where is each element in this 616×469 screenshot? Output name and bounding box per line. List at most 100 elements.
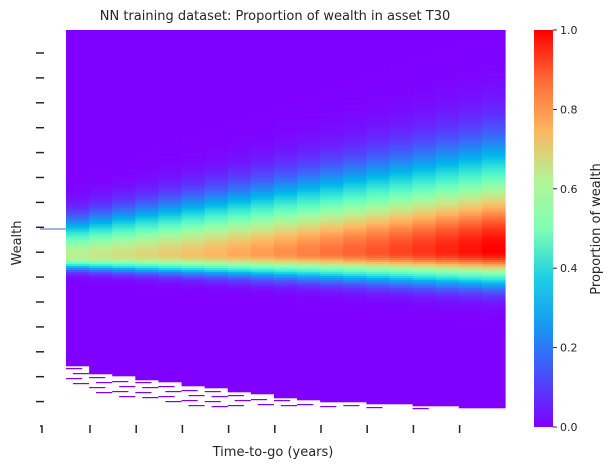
heatmap-cell (135, 60, 159, 62)
heatmap-cell (482, 404, 506, 406)
heatmap-cell (228, 232, 252, 234)
heatmap-cell (413, 152, 437, 154)
heatmap-cell (205, 254, 229, 256)
heatmap-cell (89, 192, 113, 194)
heatmap-cell (205, 354, 229, 356)
heatmap-cell (482, 310, 506, 312)
heatmap-cell (320, 174, 344, 176)
heatmap-cell (205, 282, 229, 284)
heatmap-cell (89, 174, 113, 176)
heatmap-cell (205, 208, 229, 210)
heatmap-cell (297, 46, 321, 48)
heatmap-cell (482, 362, 506, 364)
heatmap-cell (343, 306, 367, 308)
heatmap-cell (320, 248, 344, 250)
heatmap-cell (205, 206, 229, 208)
heatmap-cell (436, 104, 460, 106)
heatmap-cell (320, 184, 344, 186)
heatmap-cell (459, 282, 483, 284)
heatmap-cell (459, 382, 483, 384)
heatmap-cell (459, 198, 483, 200)
heatmap-cell (66, 92, 90, 94)
heatmap-cell (66, 246, 90, 248)
heatmap-cell (366, 348, 390, 350)
heatmap-cell (274, 140, 298, 142)
heatmap-cell (89, 270, 113, 272)
heatmap-cell (66, 314, 90, 316)
heatmap-cell (413, 64, 437, 66)
heatmap-cell (112, 370, 136, 372)
heatmap-cell (158, 240, 182, 242)
heatmap-cell (228, 278, 252, 280)
heatmap-cell (251, 166, 275, 168)
heatmap-cell (366, 368, 390, 370)
heatmap-cell (89, 42, 113, 44)
heatmap-cell (389, 282, 413, 284)
heatmap-cell (482, 296, 506, 298)
heatmap-cell (135, 32, 159, 34)
heatmap-cell (182, 246, 206, 248)
heatmap-cell (89, 198, 113, 200)
heatmap-cell (89, 228, 113, 230)
heatmap-cell (205, 216, 229, 218)
heatmap-cell (112, 184, 136, 186)
heatmap-cell (413, 92, 437, 94)
heatmap-cell (389, 118, 413, 120)
heatmap-cell (482, 390, 506, 392)
heatmap-cell (366, 110, 390, 112)
heatmap-cell (274, 118, 298, 120)
heatmap-cell (89, 68, 113, 70)
heatmap-cell (343, 316, 367, 318)
heatmap-cell (182, 158, 206, 160)
heatmap-cell (389, 334, 413, 336)
heatmap-cell (182, 260, 206, 262)
heatmap-cell (274, 330, 298, 332)
heatmap-cell (228, 126, 252, 128)
heatmap-cell (343, 214, 367, 216)
heatmap-cell (413, 110, 437, 112)
heatmap-cell (459, 298, 483, 300)
heatmap-cell (459, 130, 483, 132)
heatmap-cell (482, 280, 506, 282)
heatmap-cell (205, 300, 229, 302)
heatmap-cell (135, 74, 159, 76)
heatmap-cell (274, 112, 298, 114)
heatmap-cell (436, 118, 460, 120)
heatmap-cell (413, 186, 437, 188)
heatmap-cell (343, 64, 367, 66)
heatmap-cell (343, 368, 367, 370)
heatmap-cell (158, 288, 182, 290)
heatmap-cell (413, 180, 437, 182)
heatmap-cell (389, 40, 413, 42)
heatmap-cell (482, 304, 506, 306)
heatmap-cell (320, 48, 344, 50)
heatmap-cell (205, 68, 229, 70)
heatmap-cell (274, 74, 298, 76)
heatmap-cell (320, 264, 344, 266)
heatmap-cell (158, 378, 182, 380)
heatmap-cell (205, 288, 229, 290)
heatmap-cell (343, 262, 367, 264)
heatmap-cell (389, 34, 413, 36)
heatmap-cell (389, 206, 413, 208)
heatmap-cell (135, 134, 159, 136)
heatmap-cell (482, 256, 506, 258)
heatmap-sparse-row (413, 408, 429, 409)
heatmap-cell (343, 114, 367, 116)
heatmap-cell (343, 302, 367, 304)
heatmap-cell (366, 134, 390, 136)
heatmap-cell (436, 216, 460, 218)
heatmap-cell (343, 56, 367, 58)
heatmap-cell (66, 192, 90, 194)
heatmap-cell (205, 66, 229, 68)
heatmap-cell (228, 116, 252, 118)
heatmap-cell (366, 70, 390, 72)
heatmap-cell (89, 194, 113, 196)
heatmap-cell (158, 280, 182, 282)
heatmap-cell (112, 136, 136, 138)
heatmap-cell (66, 318, 90, 320)
heatmap-cell (228, 190, 252, 192)
heatmap-cell (112, 204, 136, 206)
heatmap-cell (89, 362, 113, 364)
heatmap-cell (436, 122, 460, 124)
